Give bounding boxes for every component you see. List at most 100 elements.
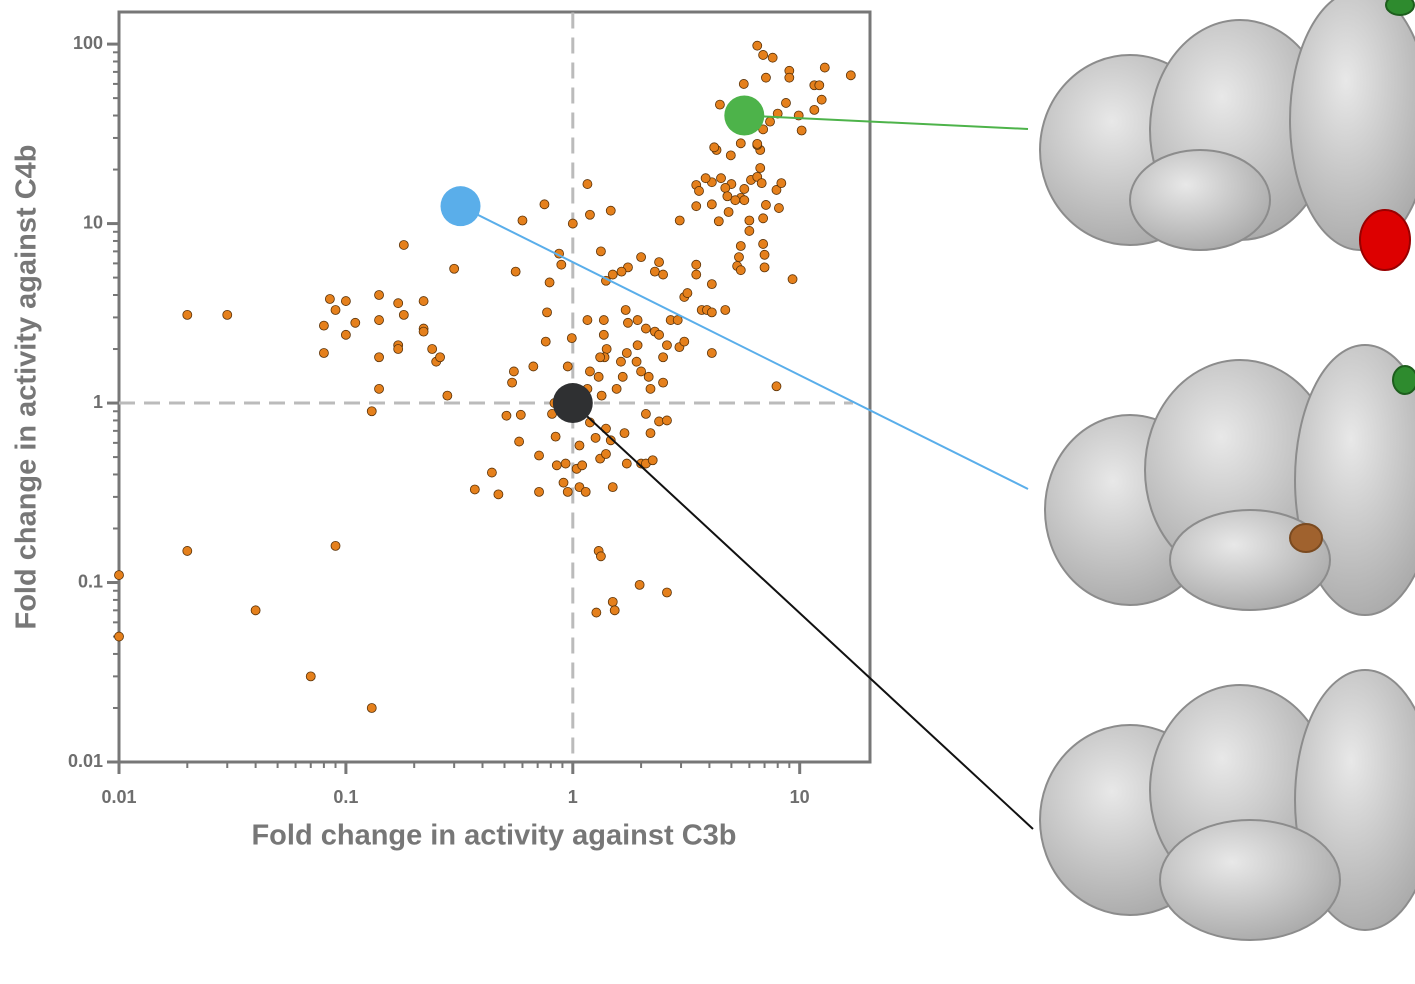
data-point — [494, 490, 503, 499]
data-point — [714, 217, 723, 226]
data-point — [583, 180, 592, 189]
data-point — [632, 357, 641, 366]
data-point — [846, 71, 855, 80]
data-point — [585, 367, 594, 376]
data-point — [601, 450, 610, 459]
data-point — [637, 367, 646, 376]
data-point — [768, 53, 777, 62]
data-point — [734, 253, 743, 262]
data-point — [325, 294, 334, 303]
data-point — [715, 100, 724, 109]
x-axis-title: Fold change in activity against C3b — [251, 820, 736, 852]
x-tick-label: 0.1 — [333, 787, 358, 807]
data-point — [585, 210, 594, 219]
data-point — [597, 391, 606, 400]
data-point — [545, 278, 554, 287]
data-point — [557, 260, 566, 269]
data-point — [563, 362, 572, 371]
data-point — [659, 270, 668, 279]
data-point — [692, 260, 701, 269]
data-point — [650, 267, 659, 276]
data-point — [567, 334, 576, 343]
data-point — [817, 95, 826, 104]
data-point — [319, 349, 328, 358]
data-point — [753, 139, 762, 148]
data-point — [470, 485, 479, 494]
data-point — [633, 316, 642, 325]
data-point — [736, 139, 745, 148]
data-point — [599, 330, 608, 339]
data-point — [581, 487, 590, 496]
data-point — [659, 353, 668, 362]
highlight-point — [441, 186, 481, 226]
data-point — [740, 184, 749, 193]
data-point — [745, 226, 754, 235]
data-point — [331, 305, 340, 314]
data-point — [602, 345, 611, 354]
data-point — [341, 330, 350, 339]
data-point — [641, 409, 650, 418]
data-point — [608, 597, 617, 606]
data-point — [760, 263, 769, 272]
highlight-point — [724, 96, 764, 136]
data-point — [617, 267, 626, 276]
data-point — [683, 289, 692, 298]
data-point — [777, 179, 786, 188]
figure: Fold change in activity against C3b Fold… — [0, 0, 1415, 979]
data-point — [635, 580, 644, 589]
data-point — [785, 73, 794, 82]
data-point — [428, 345, 437, 354]
data-point — [331, 541, 340, 550]
data-point — [618, 372, 627, 381]
data-point — [692, 270, 701, 279]
data-point — [394, 299, 403, 308]
data-point — [375, 384, 384, 393]
data-point — [766, 117, 775, 126]
data-point — [759, 50, 768, 59]
protein-panel-top — [1040, 0, 1415, 270]
data-point — [511, 267, 520, 276]
y-tick-label: 0.01 — [68, 751, 103, 771]
data-point — [535, 487, 544, 496]
data-point — [736, 242, 745, 251]
data-point — [820, 63, 829, 72]
data-point — [756, 164, 765, 173]
data-point — [502, 411, 511, 420]
data-point — [578, 461, 587, 470]
data-point — [487, 468, 496, 477]
data-point — [621, 305, 630, 314]
highlight-point — [553, 383, 593, 423]
data-point — [675, 216, 684, 225]
data-point — [419, 297, 428, 306]
data-point — [659, 378, 668, 387]
data-point — [724, 208, 733, 217]
data-point — [646, 429, 655, 438]
y-tick-label: 0.1 — [78, 571, 103, 591]
data-point — [436, 353, 445, 362]
connector-line — [744, 116, 1028, 129]
data-point — [535, 451, 544, 460]
data-point — [367, 407, 376, 416]
data-point — [623, 318, 632, 327]
data-point — [551, 432, 560, 441]
data-point — [633, 341, 642, 350]
data-point — [583, 316, 592, 325]
data-point — [394, 345, 403, 354]
data-point — [662, 416, 671, 425]
data-point — [620, 429, 629, 438]
data-point — [740, 196, 749, 205]
data-point — [680, 337, 689, 346]
data-point — [648, 456, 657, 465]
data-point — [721, 305, 730, 314]
y-tick-label: 100 — [73, 33, 103, 53]
data-point — [115, 632, 124, 641]
data-point — [736, 266, 745, 275]
data-point — [559, 478, 568, 487]
data-point — [774, 204, 783, 213]
data-point — [508, 378, 517, 387]
data-point — [788, 275, 797, 284]
data-point — [616, 357, 625, 366]
data-point — [563, 487, 572, 496]
y-tick-label: 1 — [93, 392, 103, 412]
data-point — [707, 280, 716, 289]
